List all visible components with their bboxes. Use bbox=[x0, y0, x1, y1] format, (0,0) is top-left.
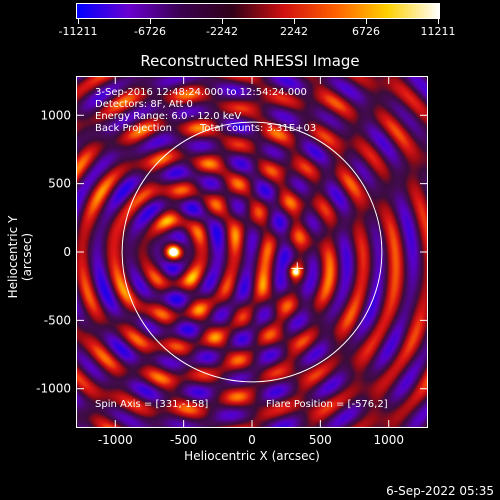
colorbar-tick-label: 11211 bbox=[420, 25, 456, 38]
y-tick-label: -500 bbox=[44, 313, 71, 327]
spin-axis-annotation: Spin Axis = [331,-158] bbox=[95, 399, 209, 410]
colorbar-tick-label: 6726 bbox=[352, 25, 380, 38]
colorbar-tick bbox=[222, 19, 223, 24]
heatmap-image bbox=[77, 77, 427, 427]
colorbar-tick-label: -6726 bbox=[134, 25, 166, 38]
x-tick-label: 0 bbox=[248, 433, 256, 447]
y-tick-label: 1000 bbox=[40, 108, 71, 122]
energy-annotation: Energy Range: 6.0 - 12.0 keV bbox=[95, 111, 242, 122]
y-tick-label: 0 bbox=[63, 245, 71, 259]
y-tick-label: 500 bbox=[48, 177, 71, 191]
colorbar-tick bbox=[294, 19, 295, 24]
y-tick-label: -1000 bbox=[36, 382, 71, 396]
timestamp: 6-Sep-2022 05:35 bbox=[386, 484, 494, 498]
x-axis-label: Heliocentric X (arcsec) bbox=[184, 449, 320, 463]
y-axis-label: Heliocentric Y (arcsec) bbox=[6, 215, 34, 299]
time-range-annotation: 3-Sep-2016 12:48:24.000 to 12:54:24.000 bbox=[95, 87, 307, 98]
image-plot: 3-Sep-2016 12:48:24.000 to 12:54:24.000 … bbox=[76, 76, 428, 428]
colorbar-tick-label: -11211 bbox=[58, 25, 98, 38]
detectors-annotation: Detectors: 8F, Att 0 bbox=[95, 99, 193, 110]
colorbar-tick bbox=[438, 19, 439, 24]
colorbar-tick bbox=[366, 19, 367, 24]
colorbar-tick-label: -2242 bbox=[206, 25, 238, 38]
colorbar-tick-label: 2242 bbox=[280, 25, 308, 38]
counts-annotation: Total counts: 3.31E+03 bbox=[200, 123, 317, 134]
colorbar bbox=[76, 3, 440, 19]
flare-position-annotation: Flare Position = [-576,2] bbox=[266, 399, 388, 410]
x-tick-label: 1000 bbox=[373, 433, 404, 447]
solar-disk-outline bbox=[121, 121, 383, 383]
x-tick-label: -1000 bbox=[98, 433, 133, 447]
method-annotation: Back Projection bbox=[95, 123, 172, 134]
x-tick-label: 500 bbox=[309, 433, 332, 447]
colorbar-tick bbox=[150, 19, 151, 24]
plot-title: Reconstructed RHESSI Image bbox=[140, 52, 360, 70]
colorbar-tick bbox=[78, 19, 79, 24]
x-tick-label: -500 bbox=[170, 433, 197, 447]
plot-overlay bbox=[121, 121, 383, 383]
